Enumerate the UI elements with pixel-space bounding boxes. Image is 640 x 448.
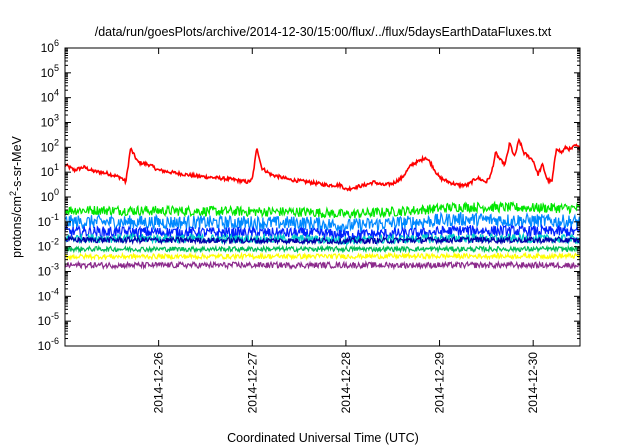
chart-title: /data/run/goesPlots/archive/2014-12-30/1… <box>95 25 552 39</box>
y-tick-label: 103 <box>41 113 59 130</box>
y-tick-label: 104 <box>41 88 59 105</box>
series-line-1 <box>65 200 580 219</box>
y-axis-title: protons/cm2-s-sr-MeV <box>8 135 24 257</box>
y-tick-label: 101 <box>41 162 59 179</box>
x-axis: 2014-12-26 2014-12-27 2014-12-28 2014-12-29… <box>152 48 540 414</box>
series-line-6 <box>65 244 580 254</box>
x-tick-label: 2014-12-29 <box>433 352 447 414</box>
x-tick-label: 2014-12-27 <box>245 352 259 414</box>
series-line-3 <box>65 223 580 241</box>
y-tick-label: 105 <box>41 63 59 80</box>
y-tick-label: 10-4 <box>38 286 59 303</box>
series-line-8 <box>65 259 580 271</box>
y-tick-label: 102 <box>41 137 59 154</box>
y-tick-label: 10-1 <box>38 212 59 229</box>
y-tick-label: 10-3 <box>38 262 59 279</box>
y-tick-label: 106 <box>41 38 59 55</box>
series-line-0 <box>65 137 580 192</box>
y-tick-label: 10-6 <box>38 336 59 353</box>
series-line-2 <box>65 211 580 234</box>
series-line-7 <box>65 251 580 262</box>
y-axis-title-superscript: 2 <box>8 191 18 196</box>
y-tick-label: 100 <box>41 187 59 204</box>
x-tick-label: 2014-12-26 <box>152 352 166 414</box>
x-tick-label: 2014-12-30 <box>526 352 540 414</box>
x-tick-label: 2014-12-28 <box>339 352 353 414</box>
y-tick-label: 10-5 <box>38 311 59 328</box>
y-tick-label: 10-2 <box>38 237 59 254</box>
y-axis-title-suffix: -s-sr-MeV <box>10 135 24 191</box>
x-axis-title: Coordinated Universal Time (UTC) <box>227 431 419 445</box>
series-layer <box>65 137 580 271</box>
y-axis-title-prefix: protons/cm <box>10 196 24 258</box>
y-axis: 10-6 10-5 10-4 10-3 10-2 10-1 100 101 102 103 104 1… <box>38 38 580 353</box>
plot-frame <box>64 47 581 347</box>
series-line-5 <box>65 234 580 246</box>
